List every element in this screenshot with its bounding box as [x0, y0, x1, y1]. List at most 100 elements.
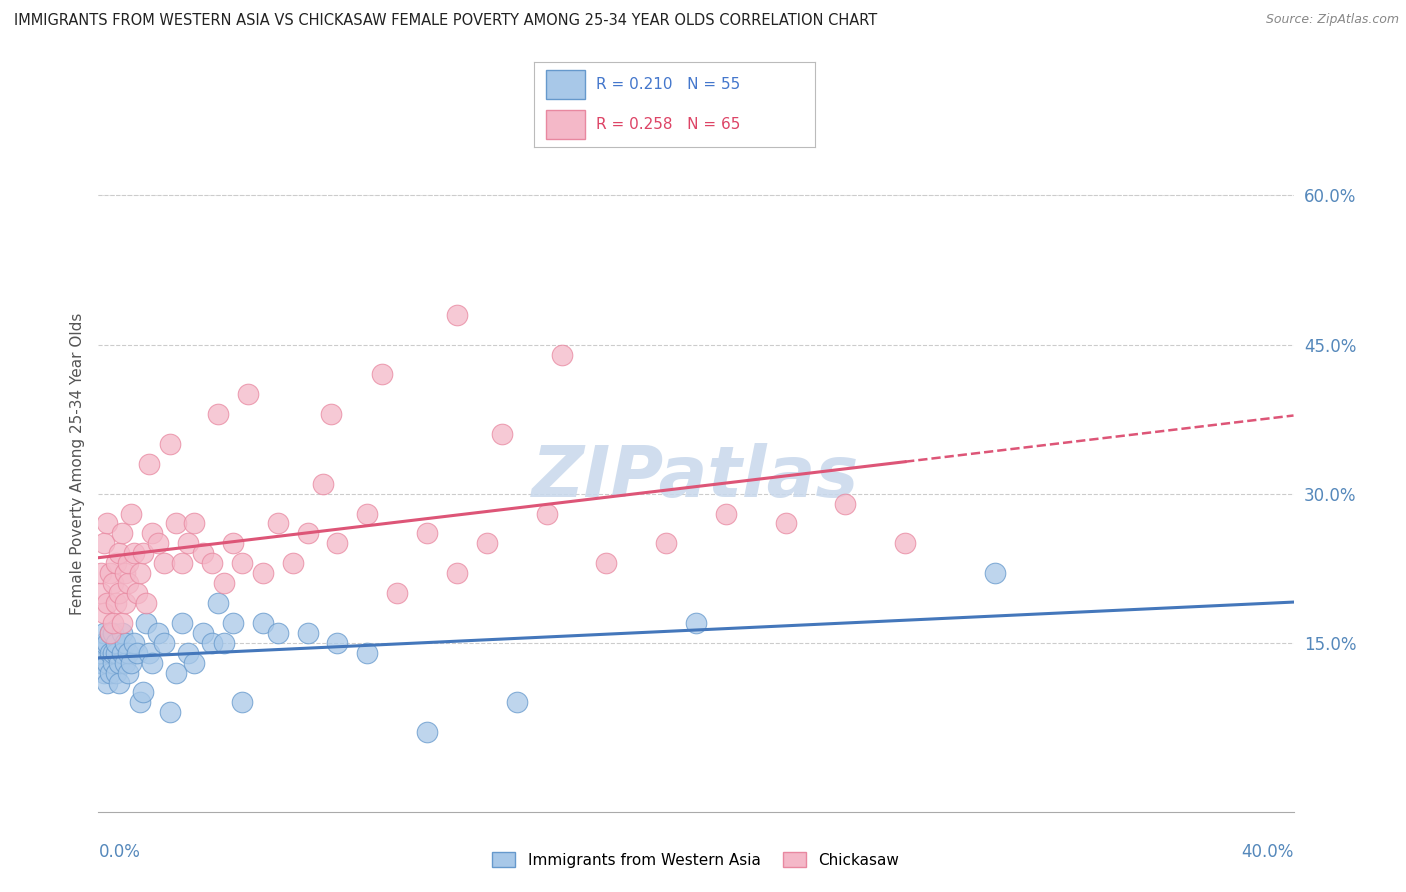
Point	[321, 407, 343, 421]
Text: ZIPatlas: ZIPatlas	[533, 443, 859, 512]
Point	[416, 526, 439, 541]
Point	[114, 656, 136, 670]
Point	[267, 625, 290, 640]
Point	[416, 725, 439, 739]
Point	[252, 566, 274, 581]
Point	[148, 625, 170, 640]
Point	[103, 625, 125, 640]
Point	[100, 625, 122, 640]
Point	[159, 706, 181, 720]
Point	[108, 656, 131, 670]
Point	[93, 665, 115, 680]
Point	[326, 636, 349, 650]
Point	[100, 566, 122, 581]
Point	[129, 566, 152, 581]
Point	[108, 675, 131, 690]
Point	[135, 596, 157, 610]
Point	[132, 685, 155, 699]
Point	[446, 308, 468, 322]
Point	[165, 665, 187, 680]
Point	[141, 526, 163, 541]
Point	[111, 615, 134, 630]
Point	[127, 646, 149, 660]
Point	[159, 437, 181, 451]
Point	[114, 636, 136, 650]
Point	[191, 625, 214, 640]
Point	[207, 596, 229, 610]
Point	[93, 636, 115, 650]
Point	[129, 695, 152, 709]
Point	[153, 556, 176, 570]
Point	[90, 566, 112, 581]
Point	[714, 507, 737, 521]
Point	[281, 556, 304, 570]
Point	[183, 516, 205, 531]
Point	[550, 347, 572, 361]
Point	[96, 656, 118, 670]
Point	[385, 586, 409, 600]
Point	[356, 646, 378, 660]
Point	[105, 596, 128, 610]
Point	[536, 507, 558, 521]
Point	[326, 536, 349, 550]
Point	[148, 536, 170, 550]
Point	[108, 546, 131, 560]
Text: IMMIGRANTS FROM WESTERN ASIA VS CHICKASAW FEMALE POVERTY AMONG 25-34 YEAR OLDS C: IMMIGRANTS FROM WESTERN ASIA VS CHICKASA…	[14, 13, 877, 29]
Point	[90, 656, 112, 670]
Point	[90, 646, 112, 660]
Point	[93, 536, 115, 550]
Point	[90, 586, 112, 600]
Point	[117, 556, 139, 570]
Point	[222, 536, 245, 550]
Point	[212, 576, 235, 591]
Point	[100, 625, 122, 640]
Point	[775, 516, 797, 531]
Point	[100, 646, 122, 660]
Point	[105, 636, 128, 650]
Point	[111, 526, 134, 541]
Point	[120, 507, 142, 521]
Point	[201, 556, 224, 570]
Point	[127, 586, 149, 600]
Point	[124, 546, 146, 560]
Point	[111, 625, 134, 640]
Point	[311, 476, 333, 491]
Point	[105, 665, 128, 680]
Point	[297, 625, 319, 640]
Text: R = 0.210   N = 55: R = 0.210 N = 55	[596, 77, 741, 92]
Point	[685, 615, 707, 630]
Point	[446, 566, 468, 581]
Point	[212, 636, 235, 650]
Point	[356, 507, 378, 521]
Legend: Immigrants from Western Asia, Chickasaw: Immigrants from Western Asia, Chickasaw	[486, 846, 905, 873]
Point	[117, 665, 139, 680]
Point	[141, 656, 163, 670]
Text: 40.0%: 40.0%	[1241, 843, 1294, 861]
Point	[117, 576, 139, 591]
Point	[120, 656, 142, 670]
Point	[201, 636, 224, 650]
Point	[236, 387, 259, 401]
Point	[177, 646, 200, 660]
Point	[231, 556, 253, 570]
Point	[117, 646, 139, 660]
Point	[138, 646, 160, 660]
Point	[177, 536, 200, 550]
Point	[297, 526, 319, 541]
Point	[834, 497, 856, 511]
Point	[172, 556, 194, 570]
Bar	[546, 110, 585, 139]
Point	[984, 566, 1007, 581]
Point	[103, 646, 125, 660]
Point	[183, 656, 205, 670]
Point	[96, 516, 118, 531]
Point	[207, 407, 229, 421]
Point	[231, 695, 253, 709]
Point	[506, 695, 529, 709]
Y-axis label: Female Poverty Among 25-34 Year Olds: Female Poverty Among 25-34 Year Olds	[69, 313, 84, 615]
Point	[252, 615, 274, 630]
Point	[96, 636, 118, 650]
Point	[894, 536, 917, 550]
Text: 0.0%: 0.0%	[98, 843, 141, 861]
Point	[371, 368, 394, 382]
